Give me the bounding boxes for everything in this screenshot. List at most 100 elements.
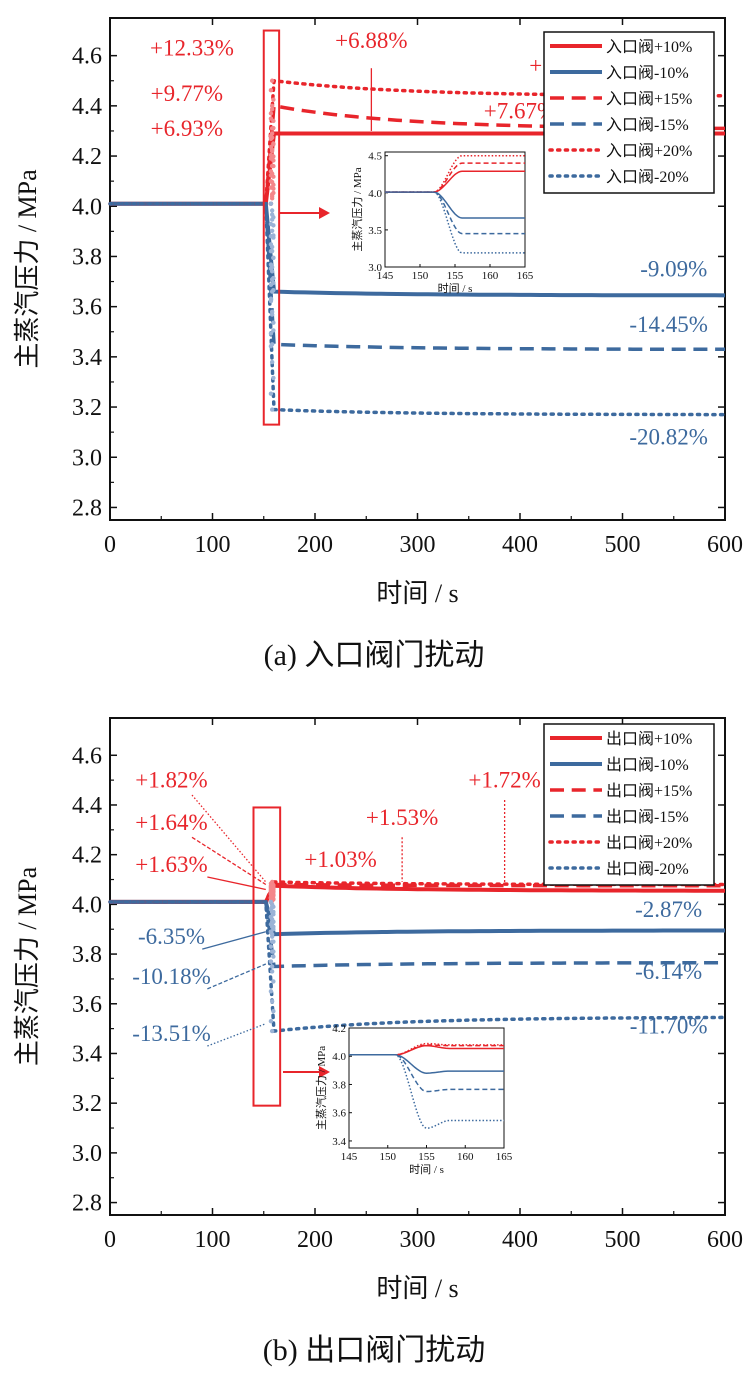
y-tick-label: 4.4 [72,793,102,819]
y-tick-label: 4.6 [72,44,102,70]
y-tick-label: 3.4 [72,1041,102,1067]
inset-y-tick-label: 3.8 [332,1079,346,1091]
y-axis-title: 主蒸汽压力 / MPa [13,866,42,1066]
inset-x-tick-label: 150 [380,1151,397,1163]
annotation-label: -13.51% [132,1021,211,1046]
y-tick-label: 4.4 [72,94,102,120]
annotation-label: -10.18% [132,964,211,989]
transient-point [269,264,275,270]
y-tick-label: 3.0 [72,445,102,471]
transient-point [271,979,276,984]
y-tick-label: 3.6 [72,992,102,1018]
y-tick-label: 3.4 [72,345,102,371]
transient-point [269,934,275,939]
y-tick-label: 2.8 [72,495,102,521]
transient-point [268,173,274,178]
zoom-box [252,806,282,1107]
transient-point [268,249,274,254]
inset-x-tick-label: 160 [482,270,499,282]
figure-caption: (a) 入口阀门扰动 [264,639,485,672]
annotation-leader [191,794,267,883]
transient-point [271,1009,276,1014]
annotation-label: -2.87% [635,897,702,922]
annotation-label: -6.35% [138,924,205,949]
annotation-leader [207,963,267,990]
zoom-arrow-head [319,1066,330,1078]
transient-point [268,929,274,934]
inset-series-3 [385,191,525,235]
inset-series-5 [349,1054,504,1129]
x-tick-label: 200 [297,1227,333,1253]
transient-point [269,312,275,317]
x-tick-label: 100 [195,532,231,558]
inset-y-tick-label: 3.0 [368,262,382,274]
y-tick-label: 3.8 [72,942,102,968]
figure-caption: (b) 出口阀门扰动 [263,1334,485,1367]
transient-point [269,212,275,217]
transient-point [269,904,275,910]
legend-label: 入口阀+10% [606,38,692,56]
x-tick-label: 500 [605,1227,641,1253]
transient-point [268,144,274,150]
y-tick-label: 4.2 [72,843,102,869]
transient-point [271,919,276,924]
inset-x-tick-label: 145 [341,1151,358,1163]
annotation-leader [207,1023,267,1047]
transient-point [268,989,274,994]
transient-point [268,899,274,905]
y-tick-label: 4.6 [72,743,102,769]
x-tick-label: 0 [104,532,116,558]
transient-point [268,88,274,93]
annotation-label: -11.70% [630,1014,708,1039]
series-line-1 [110,201,726,298]
transient-point [269,163,275,169]
series-line-4 [108,78,727,206]
transient-point [271,182,276,188]
inset-y-tick-label: 3.4 [332,1136,346,1148]
legend-label: 出口阀+20% [606,834,692,852]
transient-point [268,331,274,336]
annotation-leader [191,836,267,886]
legend-label: 出口阀-10% [606,756,689,774]
transient-point [271,328,276,333]
legend-label: 入口阀+20% [606,142,692,160]
transient-point [269,407,275,412]
transient-point [268,391,274,396]
transient-point [271,255,276,261]
transient-point [271,154,276,159]
annotation-label: +1.64% [135,810,207,835]
inset-x-title: 时间 / s [438,282,473,295]
transient-point [269,228,275,233]
transient-point [268,959,274,964]
y-tick-label: 4.0 [72,194,102,220]
x-tick-label: 100 [195,1227,231,1253]
series-line-3 [110,201,725,352]
inset-series-5 [385,191,525,254]
annotation-label: +1.63% [135,852,207,877]
transient-point [268,178,274,184]
inset-y-tick-label: 4.0 [368,188,382,200]
series-line-0 [110,883,725,904]
annotation-label: -9.09% [640,257,707,282]
transient-point [268,914,274,919]
annotation-label: +9.77% [151,81,223,106]
transient-point [268,111,274,116]
annotation-label: -20.82% [629,425,708,450]
inset-y-title: 主蒸汽压力 / MPa [314,1046,328,1130]
series-line-2 [110,882,725,904]
transient-point [269,78,275,83]
legend-label: 入口阀-10% [606,64,689,82]
inset-y-tick-label: 4.2 [332,1023,346,1035]
zoom-arrow-head [319,207,330,219]
y-axis-title: 主蒸汽压力 / MPa [13,169,42,369]
transient-point [269,103,275,109]
transient-point [269,879,275,885]
y-tick-label: 3.6 [72,295,102,321]
x-tick-label: 300 [400,532,436,558]
transient-point [271,233,276,238]
transient-point [269,969,275,974]
transient-point [269,106,275,112]
transient-point [269,135,275,140]
inset-y-tick-label: 3.5 [368,225,382,237]
transient-point [271,280,276,286]
